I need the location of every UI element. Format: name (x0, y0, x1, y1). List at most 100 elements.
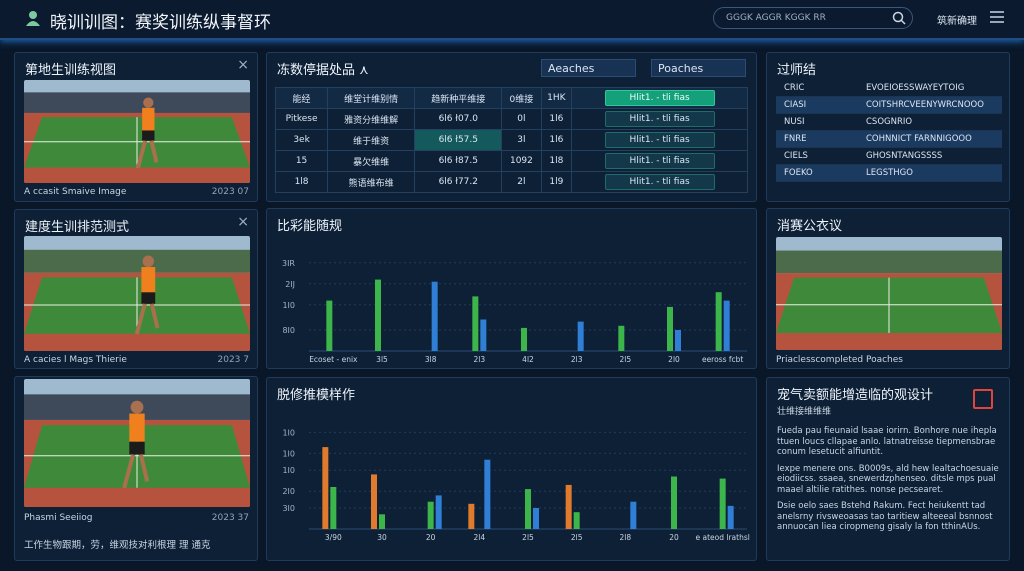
table-panel: 冻数停据处品 ⋏ Aeaches Poaches 能经 维堂计维别情 趋新种平维接 0… (266, 52, 757, 202)
list-cell: GHOSNTANGSSSS (866, 151, 943, 161)
table-cell: 维堂计维别情 (327, 87, 416, 109)
y-tick-label: 8I0 (282, 326, 295, 335)
bar (322, 447, 329, 529)
y-tick-label: 1I0 (282, 428, 295, 437)
list-cell: COITSHRCVEENYWRCNOOO (866, 100, 984, 110)
table-cell: 6l6 ł77.2 (414, 171, 503, 193)
header: 晓训训图：赛奖训练纵事督环 GGGK AGGR KGGK RR 筑新确理 (0, 0, 1024, 40)
bar (435, 495, 442, 529)
chart-panel: 比彩能随规 3IR 2IJ 1I0 8I0 Ecoset - enix 3l5 3l8 2l3… (266, 208, 757, 369)
field-lines (24, 117, 250, 168)
athlete-legs (136, 140, 159, 169)
athlete-head (130, 400, 144, 414)
x-tick-label: 20 (669, 533, 679, 542)
filter-button[interactable]: Aeaches (541, 59, 636, 77)
close-button[interactable]: × (237, 57, 249, 73)
bar (727, 505, 734, 529)
table-cell: 熊语维布维 (327, 171, 416, 193)
stands (776, 250, 1002, 274)
data-table: 能经 维堂计维别情 趋新种平维接 0维接 1HK Hlit1. - tli fias Pit… (274, 87, 748, 193)
panel-title: 消赛公衣议 (777, 219, 843, 234)
bar (330, 487, 337, 529)
image-panel: 消赛公衣议 Priaclesscompleted Poaches (766, 208, 1010, 369)
list-cell: CSOGNRIO (866, 117, 913, 127)
bar (671, 476, 677, 529)
account-label[interactable]: 筑新确理 (937, 16, 977, 27)
list-row: FNRE COHNNICT FARNNIGOOO (776, 131, 1002, 148)
bar (326, 300, 333, 351)
list-row: CIASI COITSHRCVEENYWRCNOOO (776, 97, 1002, 114)
list-cell: FNRE (784, 134, 807, 144)
bar (472, 296, 479, 351)
panel-title: 第地生训练视图 (25, 63, 117, 78)
athlete-body (142, 107, 155, 131)
date: 2023 7 (217, 355, 250, 365)
bar (715, 292, 722, 351)
table-cell: 2l (501, 171, 542, 193)
bar (525, 489, 531, 529)
filter-button[interactable]: Poaches (651, 59, 746, 77)
photo (776, 237, 1002, 350)
athlete-legs (134, 303, 160, 335)
x-tick-label: 2l4 (474, 533, 486, 542)
panel-title: 宠气卖额能增造临的观设计 (777, 388, 934, 403)
x-tick-label: 2l8 (620, 533, 632, 542)
list-panel: 过师结 CRIC EVOEIOESSWAYEYTOIG CIASI COITSHRCV… (766, 52, 1010, 202)
alert-icon[interactable] (973, 389, 993, 409)
bullet: Iexpe menere ons. B0009s, ald hew lealta… (777, 463, 999, 495)
y-tick-label: 1I0 (282, 301, 295, 310)
date: 2023 37 (211, 513, 249, 523)
field-lines (776, 277, 1002, 334)
list-cell: CIASI (784, 100, 807, 110)
table-cell: 1092 (501, 150, 542, 172)
bar (675, 330, 681, 351)
field-lines (24, 277, 250, 334)
y-tick-label: 3IR (282, 259, 295, 268)
stands (24, 92, 250, 113)
bar (468, 503, 475, 529)
bar (484, 459, 491, 529)
x-tick-label: e ateod lrathsl (695, 533, 749, 542)
table-cell: 雅资分维维解 (327, 108, 416, 130)
table-cell: 1l9 (540, 171, 573, 193)
x-tick-label: 3l8 (425, 355, 437, 364)
stands (24, 249, 250, 273)
caption: A ccasit Smaive Image (24, 187, 127, 197)
search-placeholder: GGGK AGGR KGGK RR (726, 13, 826, 23)
status-pill: Hlit1. - tli fias (604, 90, 715, 106)
table-cell: 1l6 (540, 108, 573, 130)
list-cell: CRIC (784, 83, 805, 93)
caption: A cacies l Mags Thierie (24, 355, 127, 365)
x-tick-label: 2l5 (620, 355, 632, 364)
bar (379, 514, 385, 529)
text-panel: 宠气卖额能增造临的观设计 壮维接维维维 Fueda pau fieunaid l… (766, 377, 1010, 561)
status-pill: Hlit1. - tli fias (604, 174, 715, 190)
list-cell: CIELS (784, 151, 808, 161)
panel-title: 建度生训排范测式 (25, 220, 130, 235)
footer-note: 工作生物跟期，劳，维观技对利根理 理 通克 (24, 540, 211, 551)
table-cell: 趋新种平维接 (414, 87, 503, 109)
x-tick-label: eeross fcbt (702, 355, 743, 364)
list-cell: COHNNICT FARNNIGOOO (866, 134, 972, 144)
table-cell: Hlit1. - tli fias (571, 108, 748, 130)
search-box[interactable]: GGGK AGGR KGGK RR (713, 7, 913, 29)
x-tick-label: 3/90 (325, 533, 342, 542)
table-cell: 3ek (274, 129, 329, 151)
list: CRIC EVOEIOESSWAYEYTOIG CIASI COITSHRCVEENY… (776, 80, 1002, 182)
list-cell: NUSI (784, 117, 805, 127)
photo (24, 80, 250, 183)
x-tick-label: 2l3 (474, 355, 486, 364)
athlete-head (142, 255, 155, 268)
list-row: NUSI CSOGNRIO (776, 114, 1002, 131)
close-button[interactable]: × (237, 214, 249, 230)
table-cell: 0l (501, 108, 542, 130)
y-tick-label: 1I0 (282, 466, 295, 475)
x-tick-label: 2l0 (668, 355, 680, 364)
bar (521, 327, 527, 351)
menu-icon[interactable] (989, 10, 1005, 24)
athlete-legs (122, 454, 150, 489)
search-icon[interactable] (892, 11, 906, 25)
bar (375, 279, 381, 351)
athlete-body (141, 267, 156, 293)
x-tick-label: 4l2 (522, 355, 534, 364)
